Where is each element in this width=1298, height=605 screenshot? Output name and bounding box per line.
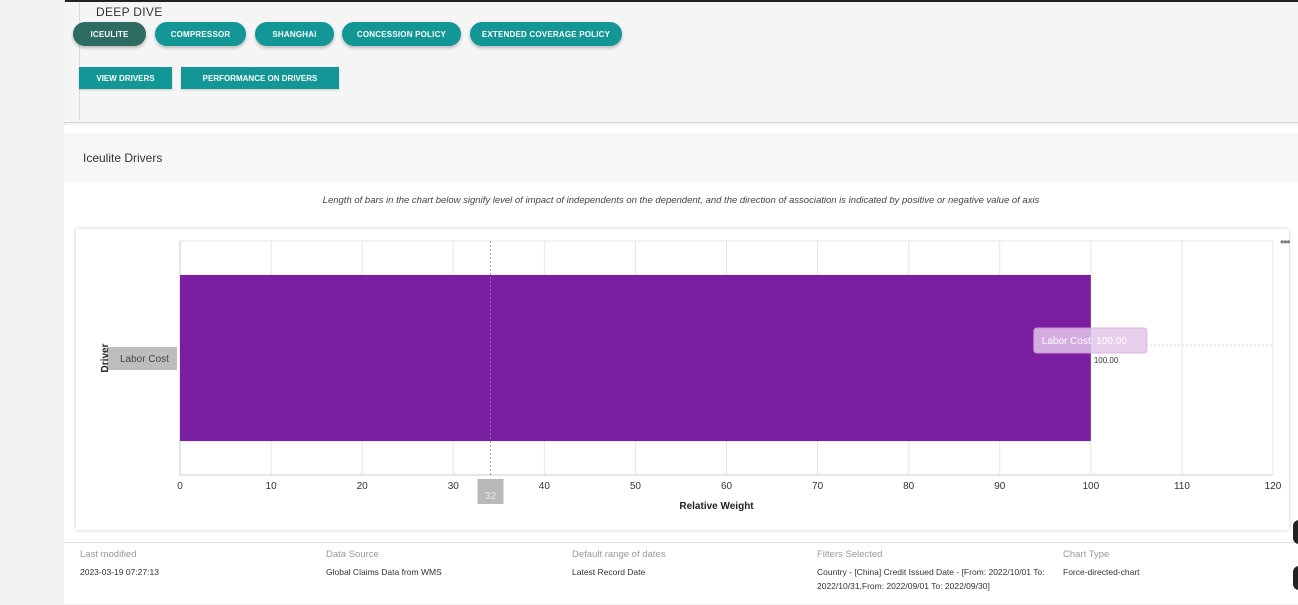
deep-dive-title: DEEP DIVE [96,5,163,19]
x-tick-label: 120 [1265,481,1282,492]
meta-value: Force-directed-chart [1063,567,1140,577]
meta-label: Filters Selected [817,549,883,560]
drivers-header: Iceulite Drivers [64,133,1298,182]
x-tick-label: 30 [448,481,460,492]
meta-last-modified: Last modified 2023-03-19 07:27:13 [80,549,310,579]
tab-shanghai[interactable]: SHANGHAI [255,22,334,46]
data-label: 100.00 [1094,356,1119,365]
crosshair-x-badge [477,479,504,504]
top-border [64,0,1298,2]
meta-data-source: Data Source Global Claims Data from WMS [326,549,556,579]
tab-concession-policy[interactable]: CONCESSION POLICY [342,22,461,46]
scroll-handle-icon[interactable] [1293,566,1298,590]
tab-compressor[interactable]: COMPRESSOR [155,22,246,46]
meta-label: Chart Type [1063,549,1110,560]
meta-value: Country - [China] Credit Issued Date - [… [817,567,1045,591]
tooltip-text: Labor Cost: 100.00 [1042,336,1127,347]
deep-dive-panel: DEEP DIVE ICEULITE COMPRESSOR SHANGHAI C… [64,2,1298,123]
x-tick-label: 90 [994,481,1006,492]
tab-iceulite[interactable]: ICEULITE [73,22,146,46]
bar [180,274,1091,442]
drivers-panel: Iceulite Drivers Length of bars in the c… [64,125,1298,604]
meta-label: Default range of dates [572,549,666,560]
chart-card: 100.00 0 10 20 30 40 50 60 70 80 90 100 110 120 Labor … [76,229,1289,530]
tooltip-box [1033,327,1148,354]
tab-extended-coverage-policy[interactable]: EXTENDED COVERAGE POLICY [470,22,622,46]
chart-caption: Length of bars in the chart below signif… [322,195,1040,206]
y-axis-title: Driver [100,343,111,372]
x-tick-label: 50 [630,481,642,492]
view-drivers-button[interactable]: VIEW DRIVERS [79,67,172,89]
x-tick-label: 70 [812,481,824,492]
x-tick-label: 60 [721,481,733,492]
meta-filters: Filters Selected Country - [China] Credi… [817,549,1057,593]
x-axis-title: Relative Weight [679,501,754,512]
category-label-box [107,347,177,370]
meta-label: Data Source [326,549,379,560]
chart-metadata: Last modified 2023-03-19 07:27:13 Data S… [64,542,1298,605]
x-tick-label: 40 [539,481,551,492]
meta-value: Global Claims Data from WMS [326,567,442,577]
chart-menu-icon[interactable]: ••• [1280,235,1291,249]
drivers-title: Iceulite Drivers [83,151,163,165]
x-tick-label: 110 [1174,481,1190,492]
meta-date-range: Default range of dates Latest Record Dat… [572,549,802,579]
meta-label: Last modified [80,549,137,560]
x-tick-label: 20 [357,481,369,492]
performance-on-drivers-button[interactable]: PERFORMANCE ON DRIVERS [181,67,339,89]
category-label: Labor Cost [120,354,169,365]
left-sidebar [0,0,65,604]
crosshair-x-label: 32 [485,491,497,502]
x-tick-label: 10 [266,481,278,492]
meta-value: 2023-03-19 07:27:13 [80,567,159,577]
deep-dive-inner: DEEP DIVE ICEULITE COMPRESSOR SHANGHAI C… [73,2,1298,120]
meta-chart-type: Chart Type Force-directed-chart [1063,549,1293,579]
x-tick-label: 100 [1082,481,1099,492]
bar-chart: 100.00 0 10 20 30 40 50 60 70 80 90 100 110 120 Labor … [100,240,1282,512]
x-tick-label: 0 [177,481,183,492]
meta-value: Latest Record Date [572,567,646,577]
x-tick-label: 80 [903,481,915,492]
scroll-handle-icon[interactable] [1293,520,1298,544]
